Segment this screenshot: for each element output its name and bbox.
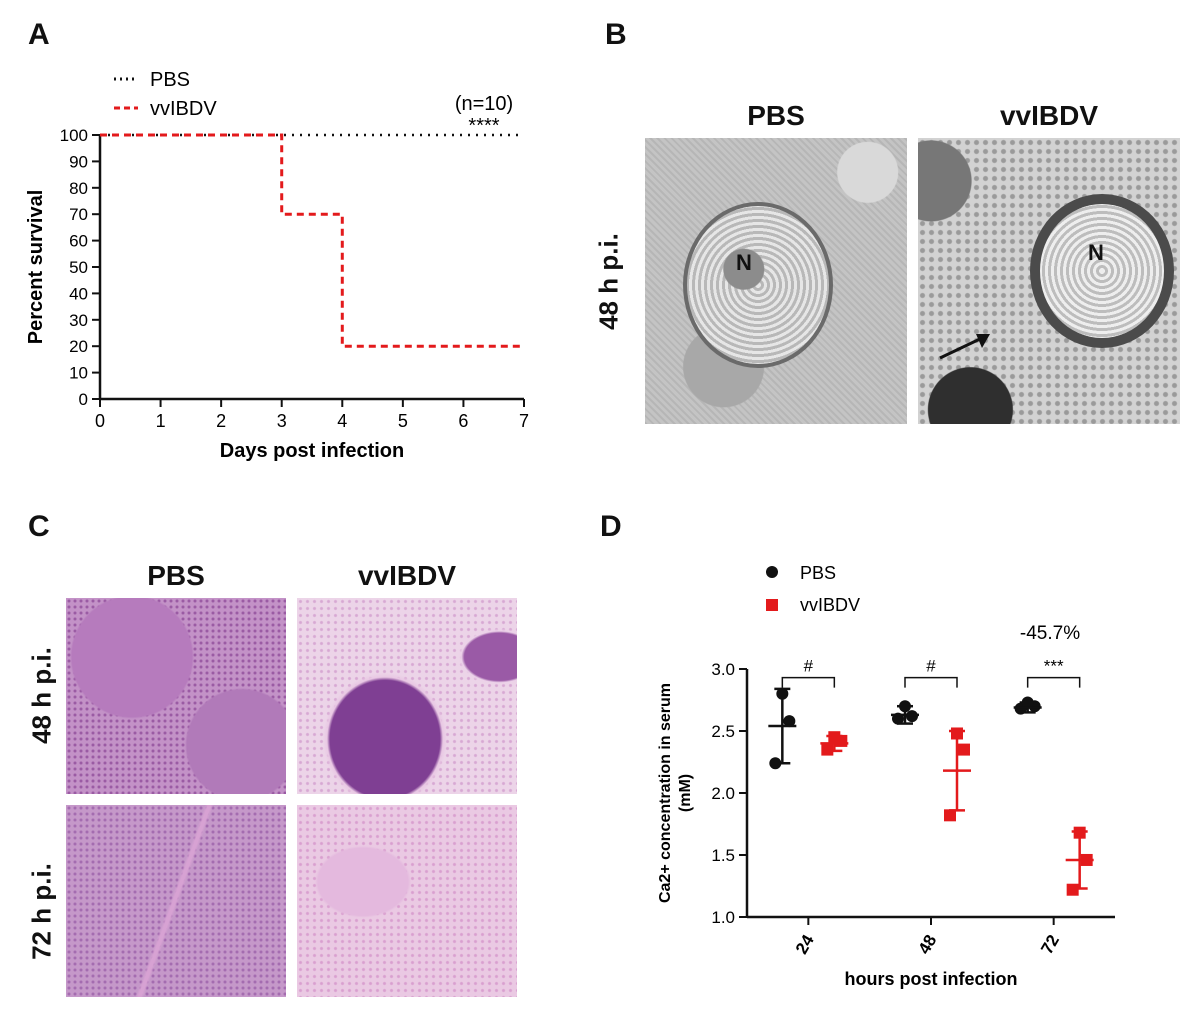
y-tick-label: 40 — [69, 284, 88, 303]
data-point-vvibdv — [828, 731, 841, 744]
panel-b-row-48h: 48 h p.i. — [593, 233, 624, 330]
x-axis-label: Days post infection — [220, 440, 404, 462]
y-tick-label: 1.0 — [711, 908, 735, 927]
he-micrograph-vvibdv-48h — [297, 598, 517, 794]
panel-c-column-pbs: PBS — [147, 560, 205, 591]
y-tick-label: 2.0 — [711, 784, 735, 803]
y-axis-label: Percent survival — [25, 190, 47, 345]
data-point-vvibdv — [1073, 826, 1086, 839]
x-tick-label: 4 — [337, 411, 347, 431]
y-tick-label: 70 — [69, 205, 88, 224]
significance-label: *** — [1044, 657, 1064, 676]
data-point-vvibdv — [944, 809, 956, 822]
x-tick-label: 24 — [792, 931, 818, 957]
significance-label: # — [926, 657, 936, 676]
significance-bracket — [1026, 676, 1081, 688]
x-tick-label: 2 — [216, 411, 226, 431]
panel-b-column-pbs: PBS — [747, 100, 805, 131]
panel-c-row-72h: 72 h p.i. — [26, 863, 57, 960]
em-nucleus-label-vvibdv: N — [1088, 240, 1104, 265]
x-tick-label: 5 — [398, 411, 408, 431]
em-nucleus-vvibdv — [1030, 194, 1174, 348]
legend-vvibdv-marker — [766, 599, 778, 611]
em-micrograph-vvibdv: N — [918, 138, 1180, 424]
y-tick-label: 80 — [69, 179, 88, 198]
panel-b-letter: B — [605, 18, 627, 51]
panel-b-column-vvibdv: vvIBDV — [999, 100, 1099, 131]
y-tick-label: 1.5 — [711, 846, 735, 865]
data-point-vvibdv — [821, 743, 834, 756]
legend-vvibdv-label: vvIBDV — [150, 98, 217, 120]
he-micrograph-vvibdv-72h — [297, 805, 517, 997]
virus-array-arrow-icon — [939, 334, 990, 360]
survival-line-vvibdv — [100, 133, 524, 348]
y-tick-label: 10 — [69, 364, 88, 383]
legend-pbs-marker — [766, 566, 778, 578]
x-tick-label: 72 — [1037, 932, 1063, 958]
em-nucleus-pbs — [683, 202, 833, 368]
em-nucleus-label-pbs: N — [736, 250, 752, 275]
legend-pbs-label: PBS — [150, 69, 190, 91]
data-point-pbs — [776, 687, 789, 700]
significance-label: # — [804, 657, 814, 676]
y-tick-label: 20 — [69, 337, 88, 356]
em-micrograph-pbs: N — [645, 138, 907, 424]
panel-c-column-vvibdv: vvIBDV — [357, 560, 457, 591]
y-tick-label: 100 — [60, 126, 88, 145]
y-axis-label: Ca2+ concentration in serum (mM) — [657, 683, 694, 903]
data-point-pbs — [769, 757, 782, 770]
significance-annotation: **** — [468, 115, 499, 137]
x-tick-label: 1 — [156, 411, 166, 431]
sample-size-annotation: (n=10) — [455, 93, 513, 115]
y-tick-label: 30 — [69, 311, 88, 330]
x-tick-label: 0 — [95, 411, 105, 431]
x-tick-label: 7 — [519, 411, 529, 431]
calcium-chart: PBS vvIBDV -45.7% 1.01.52.02.53.024 48 72 … — [657, 563, 1115, 989]
y-tick-label: 50 — [69, 258, 88, 277]
x-tick-label: 6 — [458, 411, 468, 431]
reduction-annotation: -45.7% — [1020, 623, 1080, 644]
y-tick-label: 3.0 — [711, 660, 735, 679]
legend-pbs-label: PBS — [800, 563, 836, 583]
panel-d-letter: D — [600, 510, 622, 543]
significance-bracket — [904, 676, 958, 688]
significance-bracket — [781, 676, 836, 688]
data-point-pbs — [899, 700, 911, 713]
he-micrograph-pbs-72h — [66, 805, 286, 997]
panel-c-letter: C — [28, 510, 50, 543]
x-tick-label: 48 — [915, 932, 941, 958]
survival-chart: 0 10 20 30 40 50 60 70 80 90 100 0 1 2 3 4 5 6 7 PBS vvIBD… — [25, 69, 529, 462]
y-tick-label: 0 — [79, 390, 88, 409]
x-tick-label: 3 — [277, 411, 287, 431]
data-point-vvibdv — [1066, 883, 1079, 896]
panel-c-row-48h: 48 h p.i. — [26, 647, 57, 744]
y-tick-label: 2.5 — [711, 722, 735, 741]
data-point-vvibdv — [951, 727, 963, 740]
data-point-vvibdv — [958, 743, 970, 756]
y-tick-label: 60 — [69, 232, 88, 251]
he-micrograph-pbs-48h — [66, 598, 286, 794]
data-point-pbs — [783, 715, 796, 728]
x-axis-label: hours post infection — [845, 969, 1018, 989]
data-point-pbs — [1021, 696, 1034, 709]
panel-a-letter: A — [28, 18, 50, 51]
legend-vvibdv-label: vvIBDV — [800, 595, 860, 615]
y-tick-label: 90 — [69, 152, 88, 171]
